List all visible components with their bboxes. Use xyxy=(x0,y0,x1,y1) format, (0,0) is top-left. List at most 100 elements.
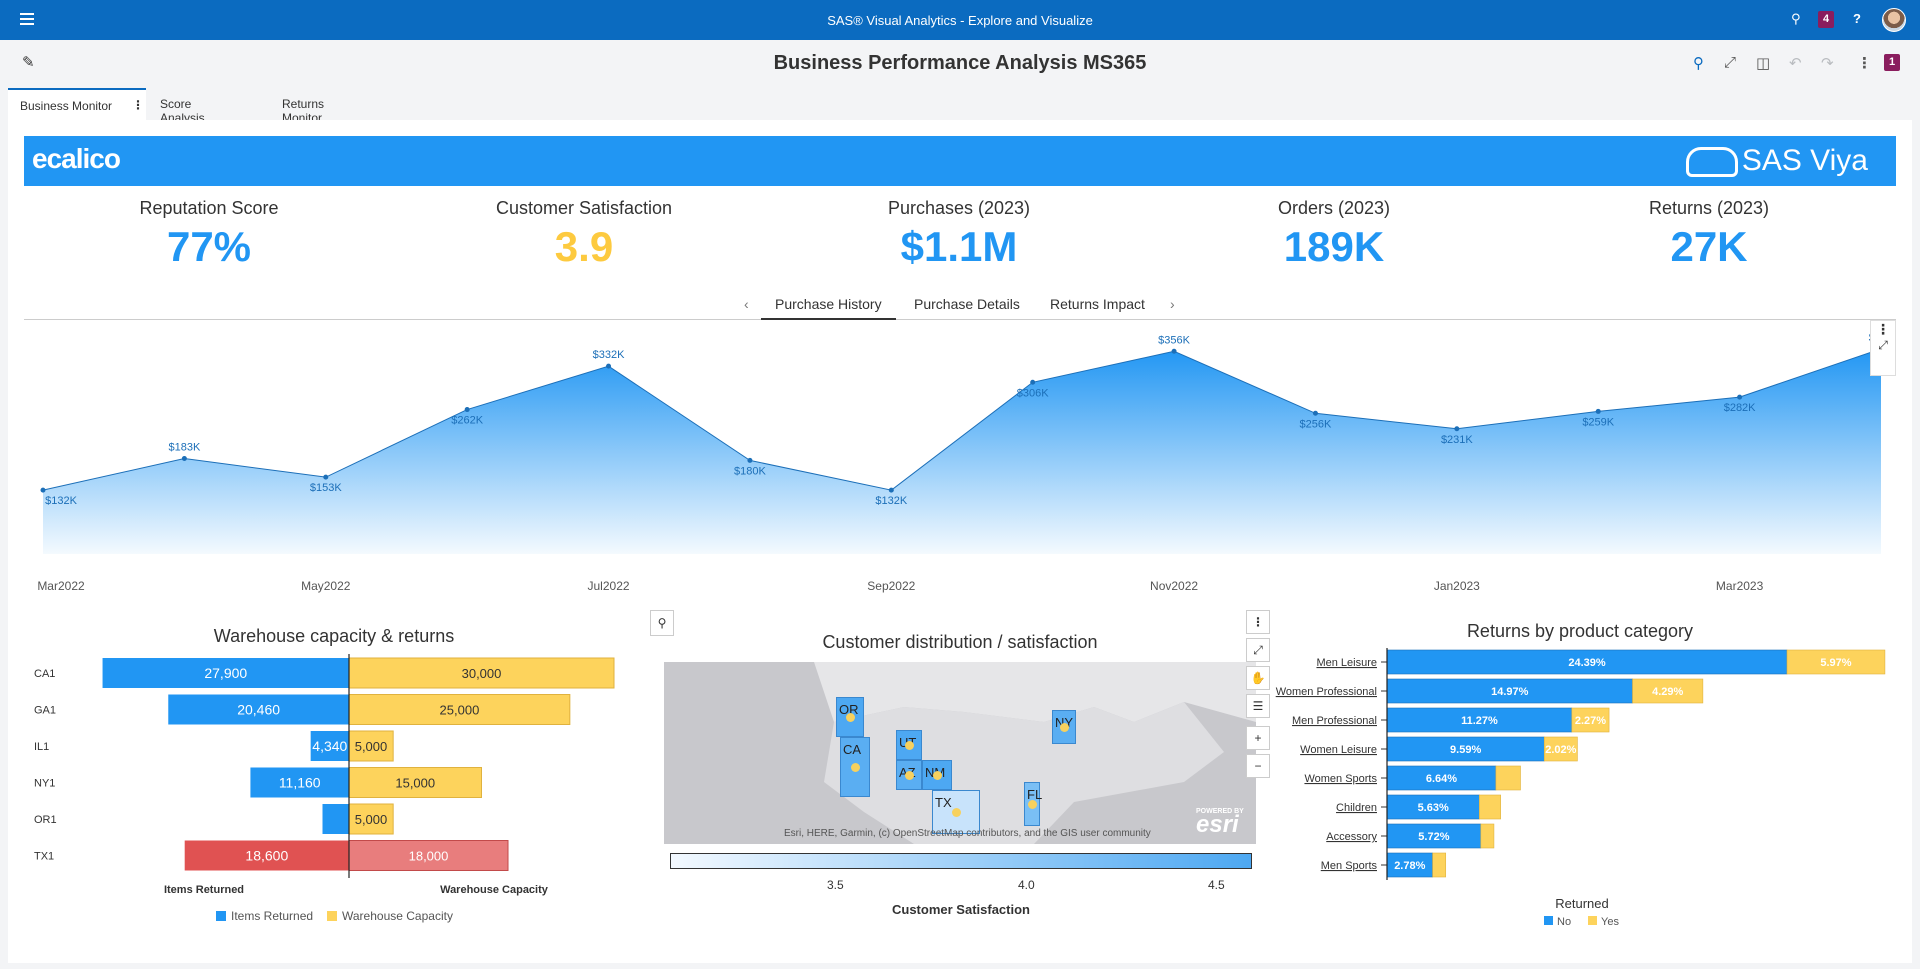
data-label: $231K xyxy=(1441,434,1473,446)
search-icon[interactable]: ⚲ xyxy=(1791,11,1801,26)
kpi-label: Orders (2023) xyxy=(1277,198,1391,218)
x-tick-label: Mar2022 xyxy=(37,579,85,593)
tab-menu-icon[interactable]: ⋮ xyxy=(132,98,144,112)
chevron-right-icon[interactable]: › xyxy=(1170,296,1175,312)
customer-dot[interactable] xyxy=(851,763,860,772)
tab-purchase-history[interactable]: Purchase History xyxy=(761,296,896,320)
x-tick-label: May2022 xyxy=(301,579,351,593)
yes-bar xyxy=(1479,794,1501,820)
kpi-label: Returns (2023) xyxy=(1648,198,1770,218)
pan-hand-icon[interactable]: ✋ xyxy=(1246,666,1270,690)
no-bar xyxy=(1386,823,1482,849)
user-avatar[interactable] xyxy=(1882,8,1906,32)
data-point xyxy=(1030,379,1036,385)
category-label: IL1 xyxy=(34,741,49,753)
kpi-value: 27K xyxy=(1670,223,1748,270)
customer-dot[interactable] xyxy=(846,713,855,722)
x-tick-label: Jul2022 xyxy=(588,579,630,593)
help-icon[interactable]: ? xyxy=(1853,11,1861,26)
data-label: $259K xyxy=(1582,416,1614,428)
notifications-badge[interactable]: 4 xyxy=(1818,11,1834,28)
report-title: Business Performance Analysis MS365 xyxy=(773,52,1147,74)
legend-swatch xyxy=(216,911,226,921)
capacity-label: 30,000 xyxy=(462,666,502,681)
layers-icon[interactable]: ☰ xyxy=(1246,694,1270,718)
no-bar xyxy=(1386,678,1633,704)
canada-land xyxy=(814,662,1256,722)
customer-map[interactable]: ORCAUTAZNMTXFLNY xyxy=(664,662,1256,844)
returned-label: 11,160 xyxy=(279,775,321,791)
satisfaction-legend-bar xyxy=(670,853,1252,869)
zoom-out-icon[interactable]: − xyxy=(1246,754,1270,778)
data-point xyxy=(1312,410,1318,416)
data-point xyxy=(1737,394,1743,400)
edit-pencil-icon[interactable]: ✎ xyxy=(22,54,35,71)
undo-icon[interactable]: ↶ xyxy=(1789,55,1802,72)
customer-dot[interactable] xyxy=(905,741,914,750)
customer-dot[interactable] xyxy=(1028,800,1037,809)
capacity-label: 5,000 xyxy=(355,739,388,754)
capacity-bar xyxy=(348,730,394,762)
capacity-label: 18,000 xyxy=(409,849,449,864)
state-region[interactable]: UT xyxy=(896,730,922,760)
capacity-bar xyxy=(348,840,509,871)
zoom-in-icon[interactable]: + xyxy=(1246,726,1270,750)
kpi-value: 189K xyxy=(1283,223,1385,270)
yes-label: 2.27% xyxy=(1575,715,1606,727)
tab-business-monitor[interactable]: Business Monitor ⋮ xyxy=(8,88,146,120)
maximize-icon[interactable]: ⤢ xyxy=(1878,338,1888,352)
tab-score-analysis[interactable]: Score Analysis xyxy=(160,97,205,125)
ecalico-logo: ecalico xyxy=(32,143,121,174)
legend-tick: 4.0 xyxy=(1018,878,1035,892)
category-label: CA1 xyxy=(34,668,55,680)
no-bar xyxy=(1386,852,1433,878)
sub-tabs: ‹ Purchase History Purchase Details Retu… xyxy=(24,290,1896,320)
yes-bar xyxy=(1571,707,1610,733)
map-maximize-icon[interactable]: ⤢ xyxy=(1246,638,1270,662)
chart-menu-icon[interactable]: ⋮ xyxy=(1876,321,1890,337)
returned-label: 18,600 xyxy=(245,848,288,864)
kpi-label: Customer Satisfaction xyxy=(495,198,673,218)
yes-label: 5.97% xyxy=(1820,657,1851,669)
map-menu-icon[interactable]: ⋮ xyxy=(1246,610,1270,634)
state-region[interactable]: FL xyxy=(1024,782,1042,826)
legend-tick: 4.5 xyxy=(1208,878,1225,892)
yes-label: 4.29% xyxy=(1652,686,1683,698)
data-point xyxy=(1454,426,1460,432)
redo-icon[interactable]: ↷ xyxy=(1821,55,1834,72)
legend-label: Yes xyxy=(1601,916,1619,928)
customer-dot[interactable] xyxy=(952,808,961,817)
tab-purchase-details[interactable]: Purchase Details xyxy=(914,296,1020,312)
chevron-left-icon[interactable]: ‹ xyxy=(744,296,749,312)
expand-icon[interactable]: ⤢ xyxy=(1724,54,1737,71)
legend-label: Warehouse Capacity xyxy=(342,909,453,923)
menu-icon[interactable] xyxy=(20,13,34,25)
customer-dot[interactable] xyxy=(905,771,914,780)
location-icon[interactable]: ⚲ xyxy=(1693,55,1704,72)
returned-label: 27,900 xyxy=(204,665,247,681)
tab-returns-monitor[interactable]: Returns Monitor xyxy=(282,97,325,125)
no-bar xyxy=(1386,765,1497,791)
data-point xyxy=(606,363,612,369)
yes-bar xyxy=(1543,736,1578,762)
customer-dot[interactable] xyxy=(933,771,942,780)
panel-icon[interactable]: ◫ xyxy=(1756,55,1771,72)
more-options-icon[interactable]: ⋮ xyxy=(1857,55,1872,72)
no-bar xyxy=(1386,707,1573,733)
returned-label: 4,340 xyxy=(312,738,347,754)
returned-bar xyxy=(310,731,349,761)
category-label: Women Professional xyxy=(1276,686,1377,698)
map-attribution: Esri, HERE, Garmin, (c) OpenStreetMap co… xyxy=(784,828,1151,839)
customer-dot[interactable] xyxy=(1060,723,1069,732)
kpi-label: Reputation Score xyxy=(139,198,279,218)
data-label: $262K xyxy=(451,415,483,427)
pin-icon[interactable]: ⚲ xyxy=(650,610,674,636)
kpi-value: 3.9 xyxy=(554,223,614,270)
category-label: TX1 xyxy=(34,851,54,863)
data-point xyxy=(888,487,894,493)
brand-text: SAS Viya xyxy=(1741,144,1868,177)
legend-swatch xyxy=(1588,916,1597,925)
data-label: $180K xyxy=(734,465,766,477)
report-header: ✎ Business Performance Analysis MS365 ⚲ … xyxy=(0,40,1920,90)
tab-returns-impact[interactable]: Returns Impact xyxy=(1050,296,1145,312)
